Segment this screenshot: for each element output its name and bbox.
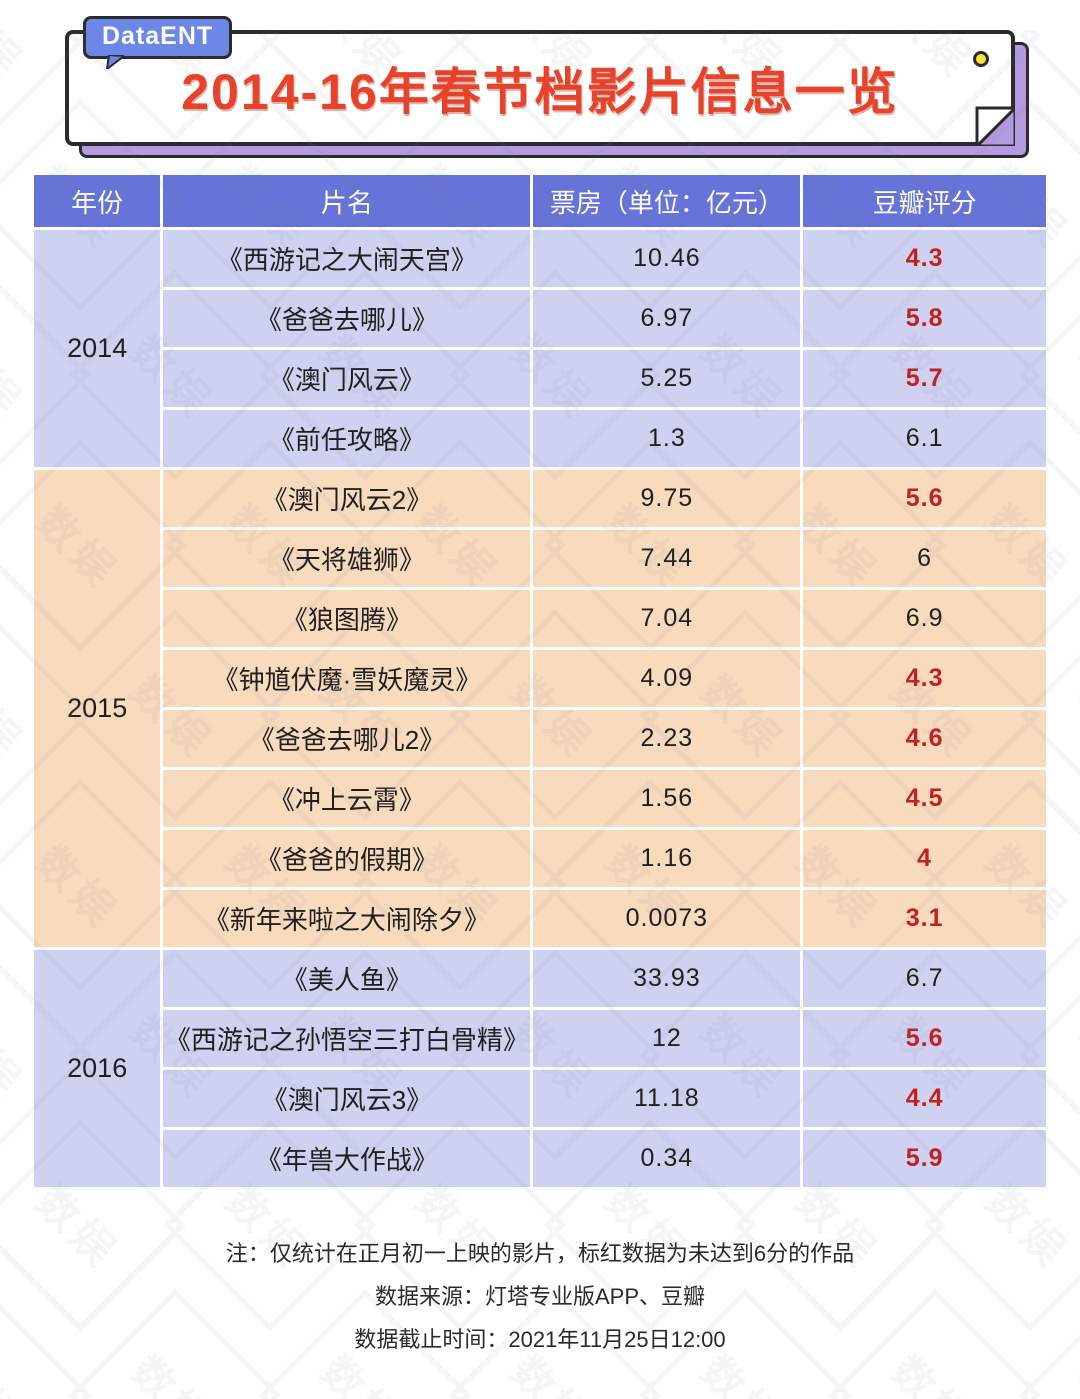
folded-corner-icon xyxy=(974,105,1015,146)
rating-cell: 4.5 xyxy=(803,770,1046,827)
rating-cell: 4.4 xyxy=(803,1070,1046,1127)
rating-cell: 6.7 xyxy=(803,950,1046,1007)
box-office-cell: 4.09 xyxy=(533,650,801,707)
banner-card: DataENT 2014-16年春节档影片信息一览 xyxy=(65,16,1015,146)
table-row: 《钟馗伏魔·雪妖魔灵》 4.09 4.3 xyxy=(34,650,1046,707)
header-banner: DataENT 2014-16年春节档影片信息一览 xyxy=(65,16,1029,158)
box-office-cell: 7.44 xyxy=(533,530,801,587)
movie-title-cell: 《狼图腾》 xyxy=(163,590,531,647)
rating-cell: 3.1 xyxy=(803,890,1046,947)
table-row: 《爸爸的假期》 1.16 4 xyxy=(34,830,1046,887)
rating-cell: 4 xyxy=(803,830,1046,887)
year-cell: 2015 xyxy=(34,470,161,947)
rating-cell: 5.9 xyxy=(803,1130,1046,1187)
table-row: 《澳门风云3》 11.18 4.4 xyxy=(34,1070,1046,1127)
badge-tail-icon xyxy=(106,55,124,69)
box-office-cell: 0.0073 xyxy=(533,890,801,947)
box-office-cell: 9.75 xyxy=(533,470,801,527)
box-office-cell: 5.25 xyxy=(533,350,801,407)
table-row: 《新年来啦之大闹除夕》 0.0073 3.1 xyxy=(34,890,1046,947)
year-cell: 2016 xyxy=(34,950,161,1187)
movie-title-cell: 《西游记之大闹天宫》 xyxy=(163,230,531,287)
movie-title-cell: 《爸爸去哪儿2》 xyxy=(163,710,531,767)
table-row: 《西游记之孙悟空三打白骨精》 12 5.6 xyxy=(34,1010,1046,1067)
table-row: 《澳门风云》 5.25 5.7 xyxy=(34,350,1046,407)
box-office-cell: 1.16 xyxy=(533,830,801,887)
movie-title-cell: 《冲上云霄》 xyxy=(163,770,531,827)
note-scope: 注：仅统计在正月初一上映的影片，标红数据为未达到6分的作品 xyxy=(225,1241,855,1266)
dataent-badge-label: DataENT xyxy=(102,22,214,50)
year-cell: 2014 xyxy=(34,230,161,467)
movie-title-cell: 《澳门风云3》 xyxy=(163,1070,531,1127)
table-row: 2014 《西游记之大闹天宫》 10.46 4.3 xyxy=(34,230,1046,467)
movie-title-cell: 《前任攻略》 xyxy=(163,410,531,467)
box-office-cell: 33.93 xyxy=(533,950,801,1007)
dataent-badge: DataENT xyxy=(83,16,233,69)
yellow-dot-icon xyxy=(973,51,989,67)
column-header-year: 年份 xyxy=(34,175,161,227)
note-cutoff: 数据截止时间：2021年11月25日12:00 xyxy=(354,1327,726,1352)
table-row: 《爸爸去哪儿》 6.97 5.8 xyxy=(34,290,1046,347)
note-source: 数据来源：灯塔专业版APP、豆瓣 xyxy=(374,1284,706,1309)
rating-cell: 5.7 xyxy=(803,350,1046,407)
movie-title-cell: 《钟馗伏魔·雪妖魔灵》 xyxy=(163,650,531,707)
rating-cell: 6.9 xyxy=(803,590,1046,647)
table-row: 《天将雄狮》 7.44 6 xyxy=(34,530,1046,587)
movie-title-cell: 《新年来啦之大闹除夕》 xyxy=(163,890,531,947)
rating-cell: 4.3 xyxy=(803,650,1046,707)
box-office-cell: 6.97 xyxy=(533,290,801,347)
box-office-cell: 0.34 xyxy=(533,1130,801,1187)
box-office-cell: 11.18 xyxy=(533,1070,801,1127)
box-office-cell: 2.23 xyxy=(533,710,801,767)
movie-title-cell: 《西游记之孙悟空三打白骨精》 xyxy=(163,1010,531,1067)
box-office-cell: 1.56 xyxy=(533,770,801,827)
table-row: 《狼图腾》 7.04 6.9 xyxy=(34,590,1046,647)
rating-cell: 5.6 xyxy=(803,470,1046,527)
box-office-cell: 12 xyxy=(533,1010,801,1067)
rating-cell: 5.8 xyxy=(803,290,1046,347)
movie-title-cell: 《爸爸的假期》 xyxy=(163,830,531,887)
movies-table-body: 2014 《西游记之大闹天宫》 10.46 4.3 《爸爸去哪儿》 6.97 5.8 《澳门风… xyxy=(34,230,1046,1187)
movie-title-cell: 《年兽大作战》 xyxy=(163,1130,531,1187)
box-office-cell: 1.3 xyxy=(533,410,801,467)
table-row: 《年兽大作战》 0.34 5.9 xyxy=(34,1130,1046,1187)
movie-title-cell: 《澳门风云》 xyxy=(163,350,531,407)
page-title: 2014-16年春节档影片信息一览 xyxy=(181,64,899,120)
table-row: 《爸爸去哪儿2》 2.23 4.6 xyxy=(34,710,1046,767)
column-header-title: 片名 xyxy=(163,175,531,227)
box-office-cell: 7.04 xyxy=(533,590,801,647)
box-office-cell: 10.46 xyxy=(533,230,801,287)
movie-title-cell: 《爸爸去哪儿》 xyxy=(163,290,531,347)
table-row: 2015 《澳门风云2》 9.75 5.6 xyxy=(34,470,1046,947)
movie-title-cell: 《澳门风云2》 xyxy=(163,470,531,527)
table-row: 《前任攻略》 1.3 6.1 xyxy=(34,410,1046,467)
rating-cell: 6.1 xyxy=(803,410,1046,467)
movie-title-cell: 《天将雄狮》 xyxy=(163,530,531,587)
footer-notes: 注：仅统计在正月初一上映的影片，标红数据为未达到6分的作品 数据来源：灯塔专业版… xyxy=(0,1232,1080,1361)
movie-title-cell: 《美人鱼》 xyxy=(163,950,531,1007)
movies-table: 年份 片名 票房（单位：亿元） 豆瓣评分 2014 《西游记之大闹天宫》 10.46… xyxy=(31,172,1049,1190)
rating-cell: 4.6 xyxy=(803,710,1046,767)
table-header-row: 年份 片名 票房（单位：亿元） 豆瓣评分 xyxy=(34,175,1046,227)
rating-cell: 5.6 xyxy=(803,1010,1046,1067)
table-row: 《冲上云霄》 1.56 4.5 xyxy=(34,770,1046,827)
column-header-rating: 豆瓣评分 xyxy=(803,175,1046,227)
column-header-boxoffice: 票房（单位：亿元） xyxy=(533,175,801,227)
rating-cell: 6 xyxy=(803,530,1046,587)
table-row: 2016 《美人鱼》 33.93 6.7 xyxy=(34,950,1046,1187)
rating-cell: 4.3 xyxy=(803,230,1046,287)
